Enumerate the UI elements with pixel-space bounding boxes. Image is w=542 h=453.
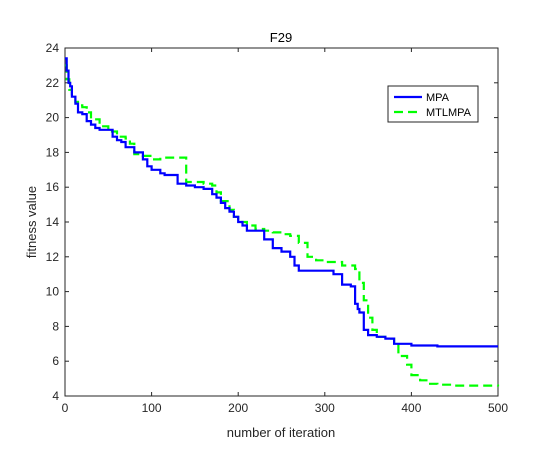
series-line-mpa xyxy=(65,57,498,348)
y-tick-label: 14 xyxy=(46,215,60,229)
y-tick-label: 8 xyxy=(52,319,59,333)
y-axis-label: fitness value xyxy=(24,186,39,258)
x-tick-label: 500 xyxy=(488,401,508,415)
legend-label: MTLMPA xyxy=(426,107,472,119)
y-tick-label: 6 xyxy=(52,354,59,368)
y-tick-label: 16 xyxy=(46,180,60,194)
y-tick-label: 12 xyxy=(46,250,60,264)
y-tick-label: 22 xyxy=(46,76,60,90)
y-tick-label: 24 xyxy=(46,41,60,55)
y-axis-ticks: 4 6 8 10 12 14 16 18 20 22 24 xyxy=(46,41,498,403)
x-tick-label: 100 xyxy=(142,401,162,415)
y-tick-label: 4 xyxy=(52,389,59,403)
y-tick-label: 20 xyxy=(46,111,60,125)
y-tick-label: 18 xyxy=(46,145,60,159)
x-tick-label: 400 xyxy=(401,401,421,415)
series-layer xyxy=(65,57,500,387)
x-axis-label: number of iteration xyxy=(227,425,335,440)
x-tick-label: 0 xyxy=(62,401,69,415)
legend-label: MPA xyxy=(426,92,450,104)
chart-title: F29 xyxy=(270,30,292,45)
x-axis-ticks: 0 100 200 300 400 500 xyxy=(62,48,508,415)
x-tick-label: 200 xyxy=(228,401,248,415)
y-tick-label: 10 xyxy=(46,285,60,299)
legend: MPA MTLMPA xyxy=(387,85,479,123)
series-line-mtlmpa xyxy=(65,64,500,387)
x-tick-label: 300 xyxy=(315,401,335,415)
legend-box xyxy=(387,85,479,123)
